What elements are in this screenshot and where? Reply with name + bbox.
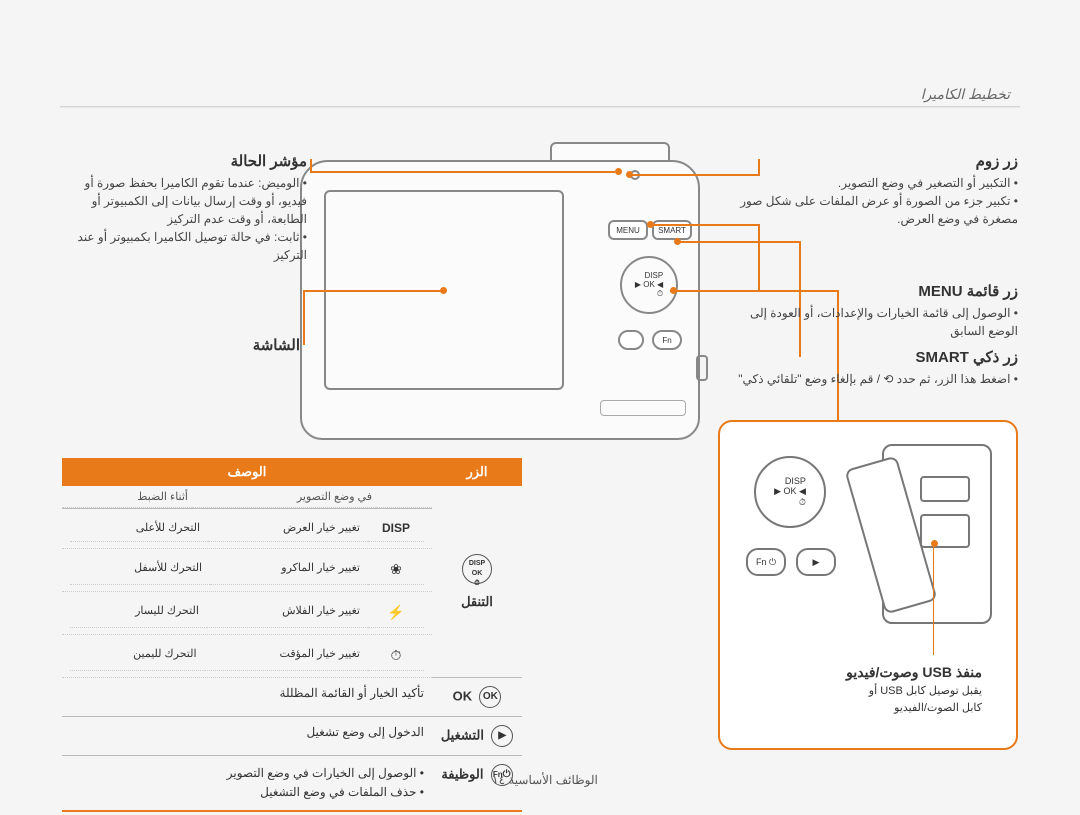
usb-title: منفذ USB وصوت/فيديو: [822, 664, 982, 681]
th-button: الزر: [432, 458, 522, 486]
page-footer: الوظائف الأساسية ١٤: [0, 773, 1080, 787]
function-table: الزر الوصف DISPOK⏱ التنقل في وض: [62, 458, 522, 812]
status-label: مؤشر الحالة الوميض: عندما تقوم الكاميرا …: [62, 152, 307, 264]
page-number: ١٤: [492, 773, 505, 787]
footer-section: الوظائف الأساسية: [508, 773, 598, 787]
smart-title: زر ذكي SMART: [678, 348, 1018, 366]
th-desc: الوصف: [62, 458, 432, 486]
menu-title: زر قائمة MENU: [718, 282, 1018, 300]
nav-ring-graphic: DISP◀ OK ▶⏱: [620, 256, 678, 314]
menu-button-graphic: MENU: [608, 220, 648, 240]
status-title: مؤشر الحالة: [62, 152, 307, 170]
breadcrumb: تخطيط الكاميرا: [921, 86, 1010, 103]
zoom-label: زر زوم التكبير أو التصغير في وضع التصوير…: [718, 152, 1018, 228]
screen-label: الشاشة: [240, 336, 300, 358]
fn-button-graphic: Fn: [652, 330, 682, 350]
menu-label: زر قائمة MENU الوصول إلى قائمة الخيارات …: [718, 282, 1018, 340]
play-button-graphic: [618, 330, 644, 350]
divider: [60, 106, 1020, 108]
smart-label: زر ذكي SMART اضغط هذا الزر، ثم حدد ⟲ / ق…: [678, 348, 1018, 388]
zoom-title: زر زوم: [718, 152, 1018, 170]
smart-button-graphic: SMART: [652, 220, 692, 240]
nav-group-label: التنقل: [461, 594, 493, 610]
camera-illustration: MENU SMART DISP◀ OK ▶⏱ Fn: [300, 160, 700, 440]
closeup-inset: DISP◀ OK ▶⏱ ▶ ⏻ Fn منفذ USB وصوت/فيديو ي…: [718, 420, 1018, 750]
screen-title: الشاشة: [240, 336, 300, 354]
